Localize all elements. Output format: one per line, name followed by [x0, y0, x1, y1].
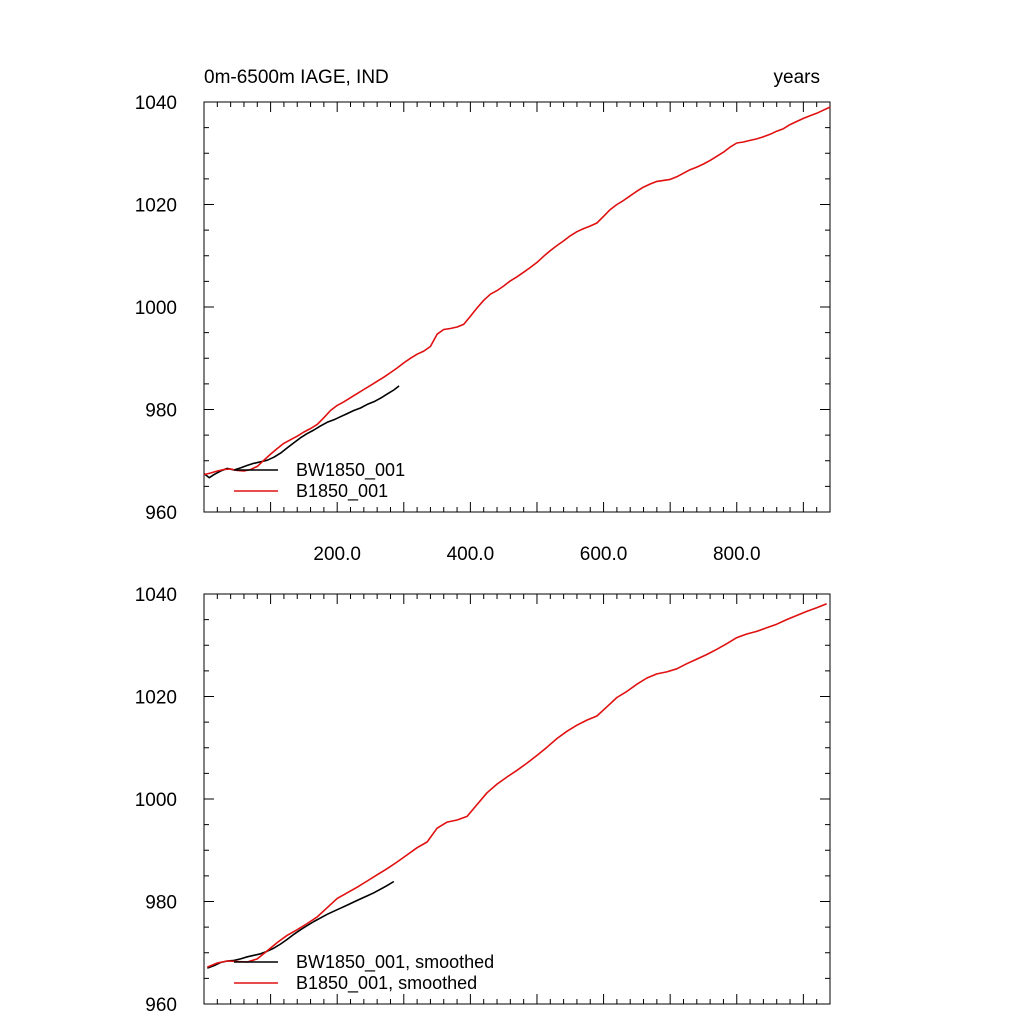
y-tick-label: 960 — [145, 995, 177, 1016]
panel-bottom: 960 980 1000 1020 1040 BW1850_001, smoothedB1… — [135, 585, 831, 1016]
x-tick-label: 600.0 — [580, 544, 628, 565]
series-line-0 — [207, 880, 395, 969]
legend-label-0: BW1850_001, smoothed — [296, 952, 494, 973]
y-tick-label: 960 — [145, 503, 177, 524]
legend-label-1: B1850_001, smoothed — [296, 973, 477, 994]
chart-title: 0m-6500m IAGE, IND — [204, 67, 389, 88]
legend-label-0: BW1850_001 — [296, 460, 405, 481]
y-tick-label: 1040 — [135, 93, 177, 114]
legend-label-1: B1850_001 — [296, 481, 388, 502]
x-tick-label: 200.0 — [313, 544, 361, 565]
units-label: years — [774, 67, 820, 88]
y-tick-label: 1000 — [135, 790, 177, 811]
y-tick-label: 1020 — [135, 196, 177, 217]
y-tick-label: 1040 — [135, 585, 177, 606]
y-tick-label: 980 — [145, 893, 177, 914]
x-tick-label: 800.0 — [713, 544, 761, 565]
y-tick-label: 1020 — [135, 688, 177, 709]
plot-frame — [203, 101, 831, 513]
x-tick-label: 400.0 — [447, 544, 495, 565]
y-tick-label: 980 — [145, 401, 177, 422]
plot-frame — [203, 593, 831, 1005]
panel-top: 0m-6500m IAGE, IND years 960 980 1000 1020 1… — [135, 67, 831, 565]
series-line-1 — [206, 602, 828, 968]
series-line-1 — [203, 106, 831, 476]
y-tick-label: 1000 — [135, 298, 177, 319]
